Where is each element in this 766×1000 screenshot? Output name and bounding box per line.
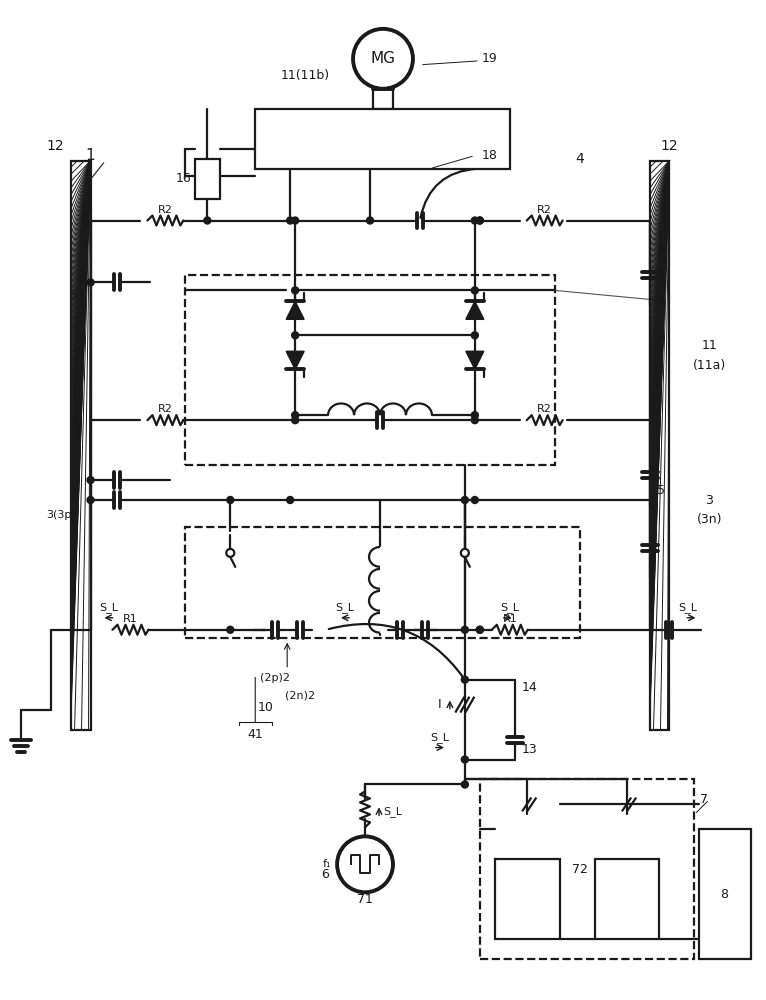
Circle shape — [476, 217, 483, 224]
Text: R1: R1 — [123, 614, 138, 624]
Text: R2: R2 — [537, 404, 552, 414]
Text: 4: 4 — [575, 152, 584, 166]
Polygon shape — [466, 301, 484, 319]
Circle shape — [471, 287, 478, 294]
Circle shape — [471, 497, 478, 503]
Circle shape — [461, 781, 468, 788]
Text: S_L: S_L — [384, 806, 402, 817]
Circle shape — [461, 756, 468, 763]
Bar — [185, 275, 555, 465]
Text: (3n): (3n) — [696, 513, 722, 526]
Text: 3: 3 — [705, 494, 713, 507]
Circle shape — [476, 626, 483, 633]
Circle shape — [471, 217, 478, 224]
Text: R2: R2 — [537, 205, 552, 215]
Text: 11(11b): 11(11b) — [280, 69, 329, 82]
Text: R1: R1 — [502, 614, 517, 624]
Text: 18: 18 — [482, 149, 498, 162]
Text: MG: MG — [371, 51, 395, 66]
Text: 19: 19 — [482, 52, 498, 65]
Bar — [480, 779, 695, 959]
Text: f₁: f₁ — [322, 859, 332, 869]
Circle shape — [87, 279, 94, 286]
Circle shape — [292, 287, 299, 294]
Circle shape — [476, 626, 483, 633]
Circle shape — [286, 497, 293, 503]
Circle shape — [227, 626, 234, 633]
Circle shape — [461, 626, 468, 633]
Circle shape — [366, 217, 374, 224]
Text: 13: 13 — [522, 743, 538, 756]
Text: S_L: S_L — [678, 602, 697, 613]
Text: 1: 1 — [86, 148, 95, 163]
Text: S_L: S_L — [99, 602, 118, 613]
Bar — [185, 527, 580, 638]
Polygon shape — [466, 351, 484, 369]
Text: 3(3p): 3(3p) — [46, 510, 76, 520]
Circle shape — [476, 217, 483, 224]
Text: (2n)2: (2n)2 — [285, 691, 316, 701]
Circle shape — [226, 549, 234, 557]
Polygon shape — [286, 301, 304, 319]
Circle shape — [461, 676, 468, 683]
Bar — [650, 161, 669, 730]
Text: 16: 16 — [175, 172, 192, 185]
Circle shape — [292, 332, 299, 339]
Circle shape — [292, 217, 299, 224]
Circle shape — [87, 477, 94, 484]
Text: 14: 14 — [522, 681, 538, 694]
Text: 10: 10 — [257, 701, 273, 714]
Text: 7: 7 — [700, 793, 709, 806]
FancyArrowPatch shape — [329, 624, 463, 677]
Circle shape — [461, 549, 469, 557]
Text: R2: R2 — [158, 404, 173, 414]
Text: S_L: S_L — [430, 732, 450, 743]
Bar — [255, 109, 509, 169]
Bar — [495, 859, 560, 939]
Circle shape — [471, 332, 478, 339]
Text: S_L: S_L — [336, 602, 355, 613]
Text: 5: 5 — [69, 484, 77, 497]
Circle shape — [286, 217, 293, 224]
Bar — [594, 859, 660, 939]
Circle shape — [87, 497, 94, 503]
Bar — [699, 829, 751, 959]
Text: 41: 41 — [247, 728, 263, 741]
Text: 5: 5 — [657, 484, 666, 497]
Circle shape — [471, 417, 478, 424]
Polygon shape — [286, 351, 304, 369]
Text: 6: 6 — [321, 868, 329, 881]
Text: (2p)2: (2p)2 — [260, 673, 290, 683]
Text: 71: 71 — [357, 893, 373, 906]
Bar — [70, 161, 90, 730]
Text: 12: 12 — [660, 139, 678, 153]
FancyArrowPatch shape — [421, 169, 477, 218]
Text: 11: 11 — [702, 339, 717, 352]
Text: R2: R2 — [158, 205, 173, 215]
Text: I: I — [438, 698, 442, 711]
Text: (11a): (11a) — [692, 359, 726, 372]
Text: 12: 12 — [47, 139, 64, 153]
Bar — [195, 159, 221, 199]
Circle shape — [292, 417, 299, 424]
Circle shape — [204, 217, 211, 224]
Circle shape — [471, 412, 478, 419]
Circle shape — [227, 497, 234, 503]
Text: S_L: S_L — [500, 602, 519, 613]
Text: 5: 5 — [69, 289, 77, 302]
Circle shape — [292, 412, 299, 419]
Text: 5: 5 — [69, 503, 77, 516]
Circle shape — [461, 497, 468, 503]
Text: 72: 72 — [571, 863, 588, 876]
Text: 8: 8 — [720, 888, 728, 901]
